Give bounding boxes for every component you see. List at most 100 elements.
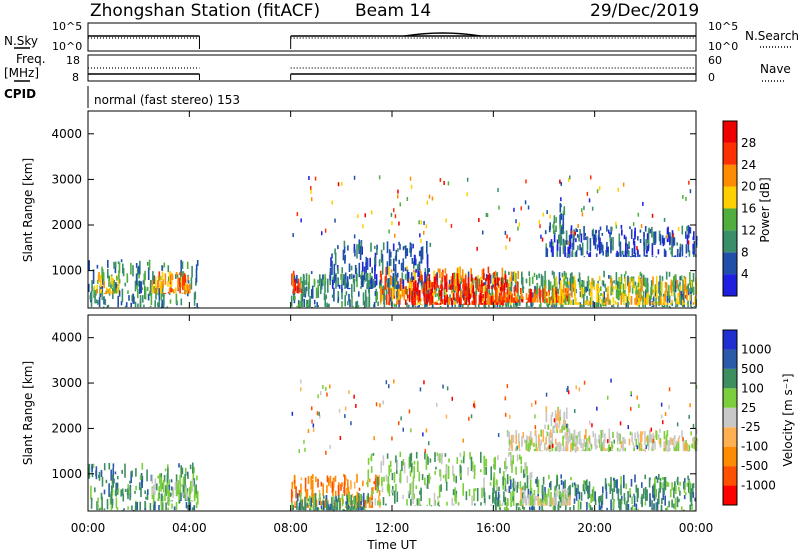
range-gate-cell: [154, 300, 156, 308]
range-gate-cell: [683, 509, 685, 511]
freq-unit-label: [MHz]: [4, 66, 39, 80]
range-gate-cell: [644, 447, 647, 452]
range-gate-cell: [355, 508, 358, 511]
range-gate-cell: [117, 279, 120, 288]
range-gate-cell: [362, 292, 365, 306]
range-gate-cell: [581, 242, 584, 256]
range-gate-cell: [185, 292, 187, 294]
range-gate-cell: [692, 286, 695, 295]
range-gate-cell: [415, 280, 417, 292]
range-gate-cell: [381, 476, 383, 484]
range-gate-cell: [595, 229, 597, 234]
range-gate-cell: [165, 485, 167, 493]
range-gate-cell: [655, 431, 658, 440]
range-gate-cell: [551, 497, 554, 506]
range-gate-cell: [591, 278, 593, 289]
range-gate-cell: [682, 279, 684, 294]
range-gate-cell: [329, 475, 332, 484]
range-gate-cell: [591, 293, 593, 305]
range-gate-cell: [596, 285, 599, 296]
range-gate-cell: [600, 430, 602, 444]
range-gate-cell: [90, 497, 93, 509]
range-gate-cell: [554, 486, 556, 492]
range-gate-cell: [509, 276, 511, 287]
range-gate-cell: [297, 289, 300, 294]
freq-right-tick-top: 60: [708, 54, 722, 67]
range-gate-cell: [612, 431, 614, 438]
range-gate-cell: [556, 423, 558, 431]
range-gate-cell: [562, 275, 565, 280]
range-gate-cell: [688, 444, 691, 452]
range-gate-cell: [412, 288, 415, 300]
range-gate-cell: [412, 243, 414, 249]
range-gate-cell: [183, 292, 186, 294]
range-gate-cell: [514, 301, 517, 303]
range-gate-cell: [341, 288, 343, 290]
range-gate-cell: [437, 502, 439, 506]
range-gate-cell: [540, 439, 542, 446]
range-gate-cell: [539, 498, 541, 506]
range-gate-cell: [382, 497, 385, 506]
range-gate-cell: [338, 495, 340, 503]
range-gate-cell: [325, 450, 327, 455]
range-gate-cell: [583, 280, 585, 288]
range-gate-cell: [388, 278, 391, 286]
range-gate-cell: [673, 437, 675, 450]
range-gate-cell: [117, 261, 120, 265]
range-gate-cell: [370, 494, 372, 498]
range-gate-cell: [107, 259, 109, 268]
range-gate-cell: [131, 470, 133, 478]
range-gate-cell: [586, 448, 589, 452]
range-gate-cell: [501, 288, 503, 292]
range-gate-cell: [137, 282, 139, 287]
range-gate-cell: [101, 476, 104, 487]
range-gate-cell: [676, 297, 678, 305]
range-gate-cell: [149, 503, 152, 511]
range-gate-cell: [410, 428, 412, 433]
range-gate-cell: [414, 305, 417, 308]
range-gate-cell: [317, 284, 319, 291]
range-gate-cell: [519, 481, 522, 490]
range-gate-cell: [687, 225, 690, 239]
range-gate-cell: [402, 459, 405, 466]
range-gate-cell: [663, 248, 666, 257]
range-gate-cell: [622, 283, 625, 293]
range-gate-cell: [678, 486, 680, 492]
range-gate-cell: [516, 454, 519, 462]
range-gate-cell: [493, 300, 496, 303]
range-gate-cell: [362, 495, 365, 502]
range-gate-cell: [505, 297, 508, 303]
range-gate-cell: [417, 282, 419, 296]
range-gate-cell: [539, 443, 541, 451]
range-gate-cell: [380, 291, 382, 302]
range-gate-cell: [655, 502, 657, 511]
range-gate-cell: [89, 295, 92, 300]
range-gate-cell: [158, 288, 161, 301]
range-gate-cell: [341, 289, 343, 300]
range-gate-cell: [358, 493, 360, 508]
range-gate-cell: [545, 436, 547, 445]
range-gate-cell: [508, 431, 511, 446]
range-gate-cell: [568, 300, 570, 304]
range-gate-cell: [485, 278, 487, 282]
range-gate-cell: [356, 300, 359, 308]
range-gate-cell: [136, 266, 139, 275]
range-gate-cell: [394, 233, 396, 238]
range-gate-cell: [463, 293, 465, 301]
range-gate-cell: [660, 402, 663, 407]
power-colorbar-label: Power [dB]: [758, 177, 772, 242]
range-gate-cell: [184, 474, 186, 488]
range-gate-cell: [357, 214, 359, 219]
range-gate-cell: [426, 200, 429, 205]
range-gate-cell: [607, 299, 610, 305]
range-gate-cell: [291, 273, 293, 286]
range-gate-cell: [508, 447, 510, 452]
noise-right-tick-bottom: 10^0: [708, 40, 738, 53]
range-gate-cell: [569, 273, 572, 281]
range-gate-cell: [664, 495, 666, 506]
range-gate-cell: [676, 302, 679, 307]
range-gate-cell: [535, 287, 537, 299]
range-gate-cell: [527, 442, 530, 452]
range-gate-cell: [315, 476, 317, 482]
range-gate-cell: [367, 493, 369, 503]
